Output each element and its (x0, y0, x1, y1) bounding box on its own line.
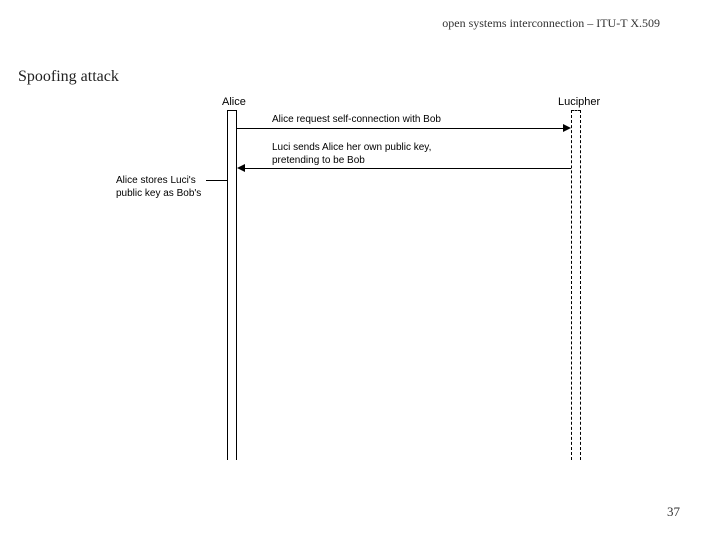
actor-lucipher-lifeline (571, 110, 581, 460)
msg-1-line (237, 128, 563, 129)
actor-lucipher-label: Lucipher (558, 96, 600, 108)
slide-title: Spoofing attack (18, 68, 119, 86)
page-number: 37 (667, 504, 680, 520)
msg-1-arrowhead (563, 124, 571, 132)
sequence-diagram: Alice Lucipher Alice request self-connec… (0, 96, 720, 476)
msg-2-text: Luci sends Alice her own public key, pre… (272, 142, 431, 167)
actor-alice-lifeline (227, 110, 237, 460)
note-alice-text: Alice stores Luci's public key as Bob's (116, 174, 201, 200)
msg-2-line (245, 168, 571, 169)
msg-2-arrowhead (237, 164, 245, 172)
note-alice-leader (206, 180, 227, 181)
actor-alice-label: Alice (222, 96, 246, 108)
page-header: open systems interconnection – ITU-T X.5… (442, 16, 660, 31)
msg-1-text: Alice request self-connection with Bob (272, 114, 441, 127)
